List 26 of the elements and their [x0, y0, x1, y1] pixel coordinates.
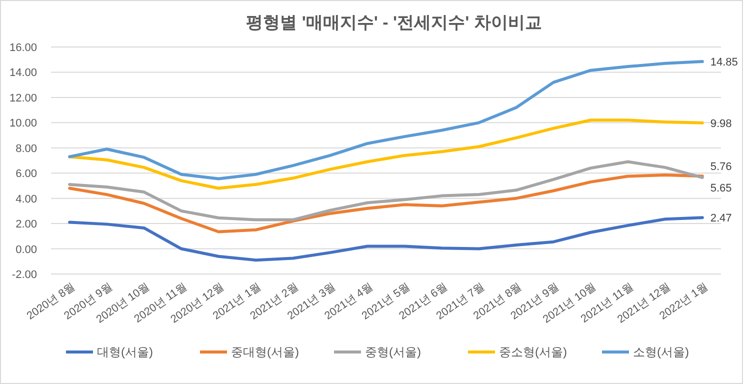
line-series: [68, 160, 704, 222]
y-tick-label: 6.00: [16, 168, 37, 180]
legend-label: 중형(서울): [365, 345, 421, 359]
data-label: 5.65: [710, 182, 732, 195]
y-tick-label: 16.00: [9, 42, 37, 54]
y-tick-label: 8.00: [16, 142, 37, 155]
y-tick-label: -2.00: [12, 269, 37, 281]
data-label: 2.47: [710, 212, 732, 225]
y-tick-label: 4.00: [16, 193, 37, 206]
y-tick-label: 0.00: [16, 244, 37, 256]
data-label: 5.76: [710, 161, 732, 174]
y-tick-label: 12.00: [9, 92, 37, 104]
y-tick-label: 14.00: [9, 67, 37, 80]
line-series: [68, 60, 704, 180]
line-series: [68, 118, 704, 190]
y-tick-label: 2.00: [16, 218, 37, 231]
legend-label: 소형(서울): [633, 345, 689, 359]
chart-title: 평형별 '매매지수' - '전세지수' 차이비교: [246, 13, 542, 32]
line-series: [68, 174, 704, 234]
y-tick-label: 10.00: [9, 118, 37, 130]
legend-label: 중소형(서울): [499, 345, 567, 359]
data-label: 14.85: [710, 56, 738, 69]
line-series: [68, 216, 704, 262]
legend-label: 대형(서울): [97, 345, 153, 359]
legend-label: 중대형(서울): [231, 345, 299, 359]
data-label: 9.98: [710, 118, 732, 130]
